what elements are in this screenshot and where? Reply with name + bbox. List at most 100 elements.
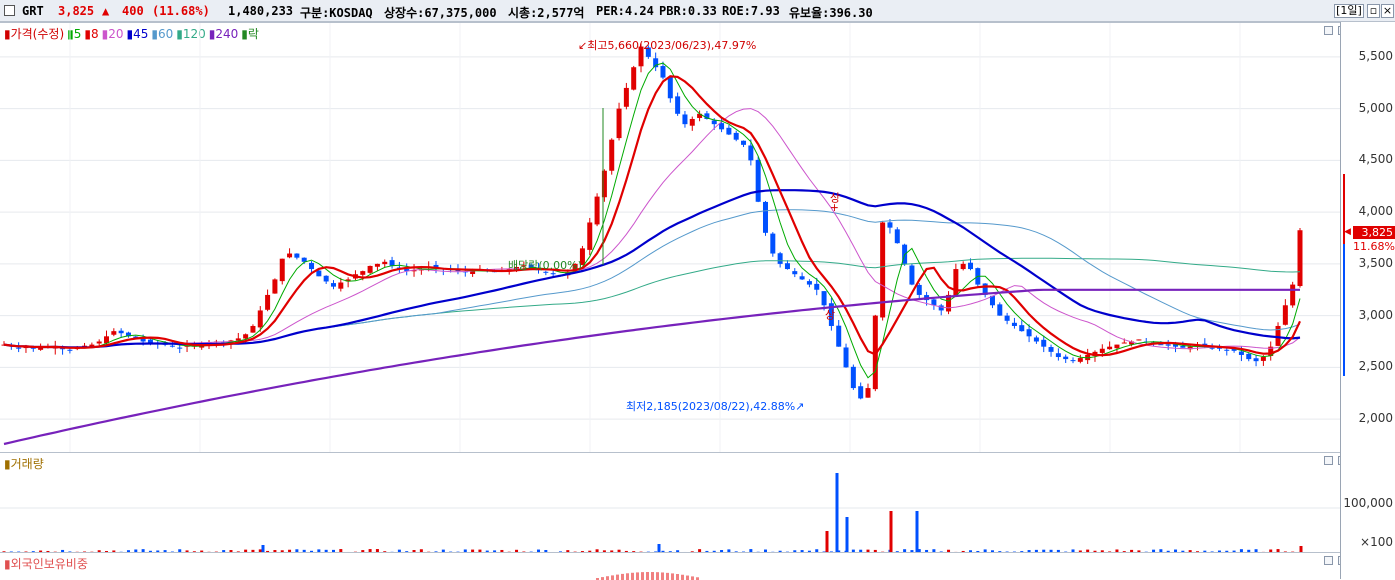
candle [316,269,322,277]
candle [1063,354,1069,364]
period-button[interactable]: [1일] [1334,4,1364,18]
close-icon[interactable]: × [1381,4,1394,18]
volume-bar [178,549,182,553]
candle [653,52,659,72]
legend-item[interactable]: ▮60 [151,27,174,41]
roe-value: ROE:7.93 [722,4,780,18]
candle [814,277,820,296]
candle [330,280,336,290]
volume-bar [983,549,987,553]
volume-bar [478,549,482,553]
candle [587,217,593,256]
volume-bar [1232,550,1236,553]
volume-bar [251,549,255,553]
volume-bar [163,550,167,553]
range-bar-red [1343,174,1345,244]
volume-bar [976,550,980,553]
legend-item[interactable]: ▮락 [241,27,259,41]
candle [828,297,834,331]
volume-bar [46,550,50,553]
volume-bar [273,550,277,553]
volume-bar [873,549,877,553]
volume-bar [1034,549,1038,553]
price-tick: 3,000 [1358,307,1393,322]
candle [1282,299,1288,326]
volume-chart[interactable] [0,453,1340,553]
price-chart[interactable] [0,23,1340,453]
candle [689,116,695,131]
stock-name: GRT [22,4,44,18]
volume-scale-label: ×100 [1360,535,1393,549]
price-tick: 4,000 [1358,204,1393,219]
candle [660,61,666,80]
candle [799,272,805,281]
volume-bar [339,549,343,553]
candle [1011,317,1017,329]
low-annotation: 최저2,185(2023/08/22),42.88%↗ [626,400,805,413]
limit-up-plus-marker: 상+ [828,192,841,213]
volume-bar [441,549,445,553]
volume-bar [837,550,841,553]
volume-bar [261,545,265,553]
panel-restore-icon[interactable] [1324,26,1333,35]
volume-bar [793,550,797,553]
volume-bar [1188,550,1192,553]
candle [579,245,585,266]
volume-bar [727,549,731,553]
candle [118,328,124,338]
volume-panel-restore-icon[interactable] [1324,456,1333,465]
price-tick: 4,500 [1358,152,1393,167]
volume-bar [258,549,262,553]
foreign-bar [616,574,619,580]
legend-item[interactable]: ▮가격(수정) [4,27,65,41]
candle [1077,354,1083,364]
candle [960,261,966,271]
price-chart-panel: ▮가격(수정) ▮5 ▮8 ▮20 ▮45 ▮60 ▮120 ▮240 ▮락 [0,22,1395,453]
candle [858,382,864,400]
foreign-bar [636,572,639,580]
foreign-bar [691,576,694,580]
candle [609,138,615,175]
candle [323,275,329,284]
candle [125,331,131,338]
volume-bar [932,549,936,553]
ma45-line [3,189,1301,349]
candle [1246,352,1252,362]
volume-bar [375,549,379,553]
volume-bar [595,549,599,553]
volume-bar [1071,549,1075,553]
candle [279,258,285,285]
candle [968,258,974,271]
legend-item[interactable]: ▮5 [67,27,82,41]
legend-item[interactable]: ▮20 [101,27,124,41]
volume-bar [835,473,839,553]
price-tick: 3,500 [1358,255,1393,270]
volume-bar [676,550,680,553]
select-checkbox[interactable] [4,5,15,16]
legend-item[interactable]: ▮120 [176,27,206,41]
volume-bar [412,550,416,553]
foreign-bar [666,572,669,580]
volume-bar [471,549,475,553]
candle [989,295,995,309]
ma20-line [3,108,1301,350]
volume-bar [222,550,226,553]
candle [1041,335,1047,353]
candle [894,227,900,244]
candle [1033,335,1039,344]
legend-item[interactable]: ▮45 [126,27,149,41]
candle [1136,339,1142,341]
candle [301,257,307,265]
volume-bar [500,549,504,553]
volume-bar [698,549,702,553]
volume-bar [866,549,870,553]
volume-bar [1130,549,1134,553]
volume-bar [657,544,661,553]
price-tick: 5,500 [1358,48,1393,63]
candle [1275,322,1281,347]
legend-item[interactable]: ▮240 [208,27,239,41]
restore-icon[interactable]: ▫ [1367,4,1380,18]
foreign-panel-restore-icon[interactable] [1324,556,1333,565]
legend-item[interactable]: ▮8 [84,27,99,41]
volume-bar [185,550,189,553]
